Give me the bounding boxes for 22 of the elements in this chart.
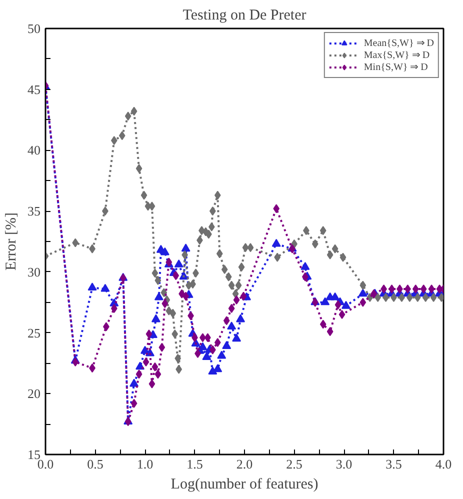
x-tick-label: 1.0 (136, 456, 154, 472)
x-tick-label: 2.0 (236, 456, 253, 472)
y-tick-label: 30 (28, 264, 40, 280)
y-tick-label: 15 (28, 447, 40, 462)
y-tick-label: 25 (28, 325, 40, 340)
y-tick-label: 40 (28, 142, 40, 158)
x-tick-label: 0.5 (87, 456, 104, 472)
legend-label: Mean{S,W} ⇒ D (364, 37, 434, 49)
y-tick-label: 35 (28, 204, 40, 219)
x-tick-label: 2.5 (286, 456, 302, 472)
chart-title: Testing on De Preter (182, 8, 306, 24)
x-axis-title: Log(number of features) (170, 476, 318, 492)
y-axis-title: Error [%] (4, 212, 20, 270)
x-tick-label: 1.5 (186, 456, 203, 472)
y-tick-label: 45 (28, 82, 40, 97)
legend-label: Max{S,W} ⇒ D (364, 49, 430, 61)
y-tick-label: 50 (28, 21, 40, 36)
x-tick-label: 3.0 (336, 456, 352, 472)
y-tick-label: 20 (28, 386, 40, 402)
legend-label: Min{S,W} ⇒ D (364, 61, 428, 73)
x-tick-label: 4.0 (435, 456, 452, 472)
x-tick-label: 3.5 (386, 456, 402, 472)
